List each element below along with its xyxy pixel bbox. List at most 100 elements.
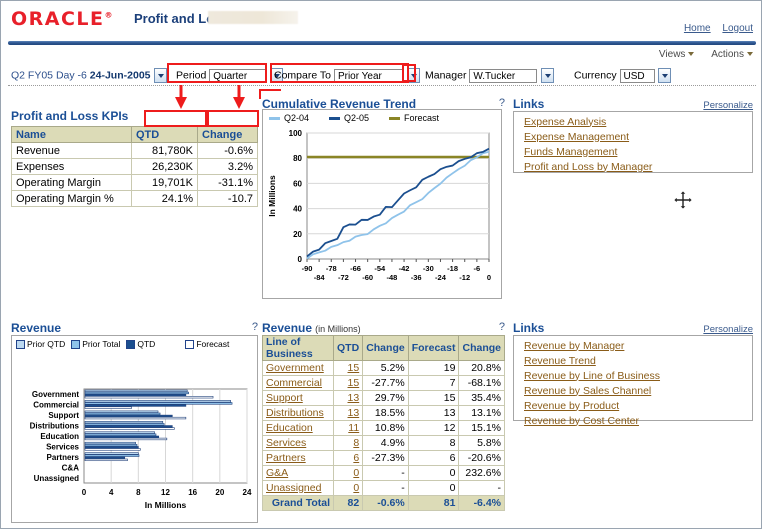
svg-text:80: 80 [293, 154, 302, 163]
link-revenue-by-manager[interactable]: Revenue by Manager [524, 339, 625, 352]
revenue-chart-title: Revenue [11, 321, 62, 335]
total-forecast: 81 [407, 495, 460, 511]
cell-forecast: 0 [407, 480, 460, 496]
qtd-link[interactable]: 11 [348, 422, 360, 434]
link-revenue-by-line-of-business[interactable]: Revenue by Line of Business [524, 369, 661, 382]
lob-link[interactable]: G&A [266, 467, 289, 479]
link-revenue-by-sales-channel[interactable]: Revenue by Sales Channel [524, 384, 652, 397]
revenue-table-header: Revenue (in Millions) ? [262, 321, 505, 335]
help-icon[interactable]: ? [498, 321, 505, 333]
total-qtd: 82 [333, 495, 364, 511]
manager-dropdown-button[interactable] [541, 68, 555, 83]
col-forecast: Forecast [407, 335, 460, 361]
cell-forecast-change: - [458, 480, 505, 496]
qtd-link[interactable]: 15 [347, 377, 360, 389]
legend-label: Prior Total [82, 339, 121, 349]
qtd-link[interactable]: 13 [347, 407, 360, 419]
lob-link[interactable]: Government [266, 362, 324, 374]
cell-qtd: 11 [333, 420, 364, 436]
revenue-bar-chart: Prior QTD Prior Total QTD Forecast 0 4 8 12… [11, 335, 258, 523]
link-expense-analysis[interactable]: Expense Analysis [524, 115, 607, 128]
qtd-link[interactable]: 0 [353, 467, 360, 479]
revenue-table-region: Line of Business QTD Change Forecast Cha… [261, 335, 505, 511]
compare-dropdown-button[interactable] [406, 68, 420, 83]
cell-forecast: 19 [407, 360, 460, 376]
qtd-link[interactable]: 15 [347, 362, 360, 374]
table-row: G&A 0-0 232.6% [261, 465, 505, 481]
compare-select[interactable]: Prior Year [333, 68, 403, 83]
lob-link[interactable]: Partners [266, 452, 306, 464]
svg-text:100: 100 [289, 129, 303, 138]
qtd-link[interactable]: 6 [353, 452, 360, 464]
help-icon[interactable]: ? [498, 97, 505, 109]
cell-line-of-business: Education [261, 420, 335, 436]
help-icon[interactable]: ? [251, 321, 258, 333]
currency-select[interactable]: USD [619, 68, 655, 83]
logout-link[interactable]: Logout [722, 23, 753, 34]
legend-swatch [16, 339, 25, 349]
actions-menu[interactable]: Actions [711, 49, 753, 60]
cell-qtd: 6 [333, 450, 364, 466]
manager-filter: Manager W.Tucker [425, 68, 555, 83]
personalize-link[interactable]: Personalize [703, 324, 753, 335]
table-row: Partners 6 -27.3% 6 -20.6% [261, 450, 505, 466]
lob-link[interactable]: Commercial [266, 377, 323, 389]
svg-text:In Millions: In Millions [145, 500, 187, 510]
period-select[interactable]: Quarter [209, 68, 267, 83]
link-revenue-by-cost-center[interactable]: Revenue by Cost Center [524, 414, 639, 427]
table-row: Distributions 13 18.5% 13 13.1% [261, 405, 505, 421]
lob-link[interactable]: Services [266, 437, 307, 449]
link-funds-management[interactable]: Funds Management [524, 145, 618, 158]
svg-text:Distributions: Distributions [30, 422, 80, 431]
table-row: Education 11 10.8% 12 15.1% [261, 420, 505, 436]
cell-forecast-change: 232.6% [458, 465, 505, 481]
cell-forecast-change: 20.8% [458, 360, 505, 376]
svg-text:-30: -30 [423, 264, 434, 273]
lob-link[interactable]: Support [266, 392, 303, 404]
legend-label: Prior QTD [27, 339, 66, 349]
link-revenue-by-product[interactable]: Revenue by Product [524, 399, 620, 412]
qtd-link[interactable]: 8 [353, 437, 360, 449]
lob-link[interactable]: Distributions [266, 407, 324, 419]
revenue-header-row: Line of Business QTD Change Forecast Cha… [261, 335, 505, 361]
lob-link[interactable]: Unassigned [266, 482, 322, 494]
legend-item-q2-04: Q2-04 [269, 113, 309, 123]
svg-text:0: 0 [298, 255, 303, 264]
date-dropdown-button[interactable] [154, 68, 168, 83]
legend-label: QTD [137, 339, 156, 349]
svg-text:40: 40 [293, 205, 302, 214]
lob-link[interactable]: Education [266, 422, 313, 434]
link-expense-management[interactable]: Expense Management [524, 130, 630, 143]
cell-qtd: 8 [333, 435, 364, 451]
qtd-link[interactable]: 13 [347, 392, 360, 404]
cell-line-of-business: Unassigned [261, 480, 335, 496]
oracle-wordmark: ORACLE [11, 8, 105, 30]
kpi-title: Profit and Loss KPIs [11, 109, 129, 123]
manager-select[interactable]: W.Tucker [469, 68, 538, 83]
svg-text:Partners: Partners [47, 453, 80, 462]
link-revenue-trend[interactable]: Revenue Trend [524, 354, 596, 367]
svg-text:In Millions: In Millions [267, 175, 277, 217]
cell-qtd: 13 [333, 405, 364, 421]
manager-label: Manager [425, 69, 467, 82]
home-link[interactable]: Home [683, 23, 711, 34]
kpi-qtd: 24.1% [131, 190, 198, 207]
move-cursor-icon [674, 191, 692, 209]
views-menu[interactable]: Views [659, 49, 695, 60]
svg-text:-12: -12 [459, 273, 470, 282]
svg-text:-42: -42 [399, 264, 410, 273]
personalize-link[interactable]: Personalize [703, 100, 753, 111]
svg-text:Education: Education [40, 432, 79, 441]
cell-qtd: 15 [333, 375, 364, 391]
kpi-change: -31.1% [197, 174, 258, 191]
link-profit-and-loss-by-manager[interactable]: Profit and Loss by Manager [524, 160, 653, 173]
total-forecast-change: -6.4% [458, 495, 505, 511]
currency-dropdown-button[interactable] [658, 68, 672, 83]
total-label: Grand Total [261, 495, 335, 511]
cell-line-of-business: Services [261, 435, 335, 451]
filter-divider [8, 85, 756, 86]
qtd-link[interactable]: 0 [353, 482, 360, 494]
cell-line-of-business: Support [261, 390, 335, 406]
legend-item-forecast: Forecast [185, 339, 229, 349]
brand-divider [8, 41, 756, 45]
